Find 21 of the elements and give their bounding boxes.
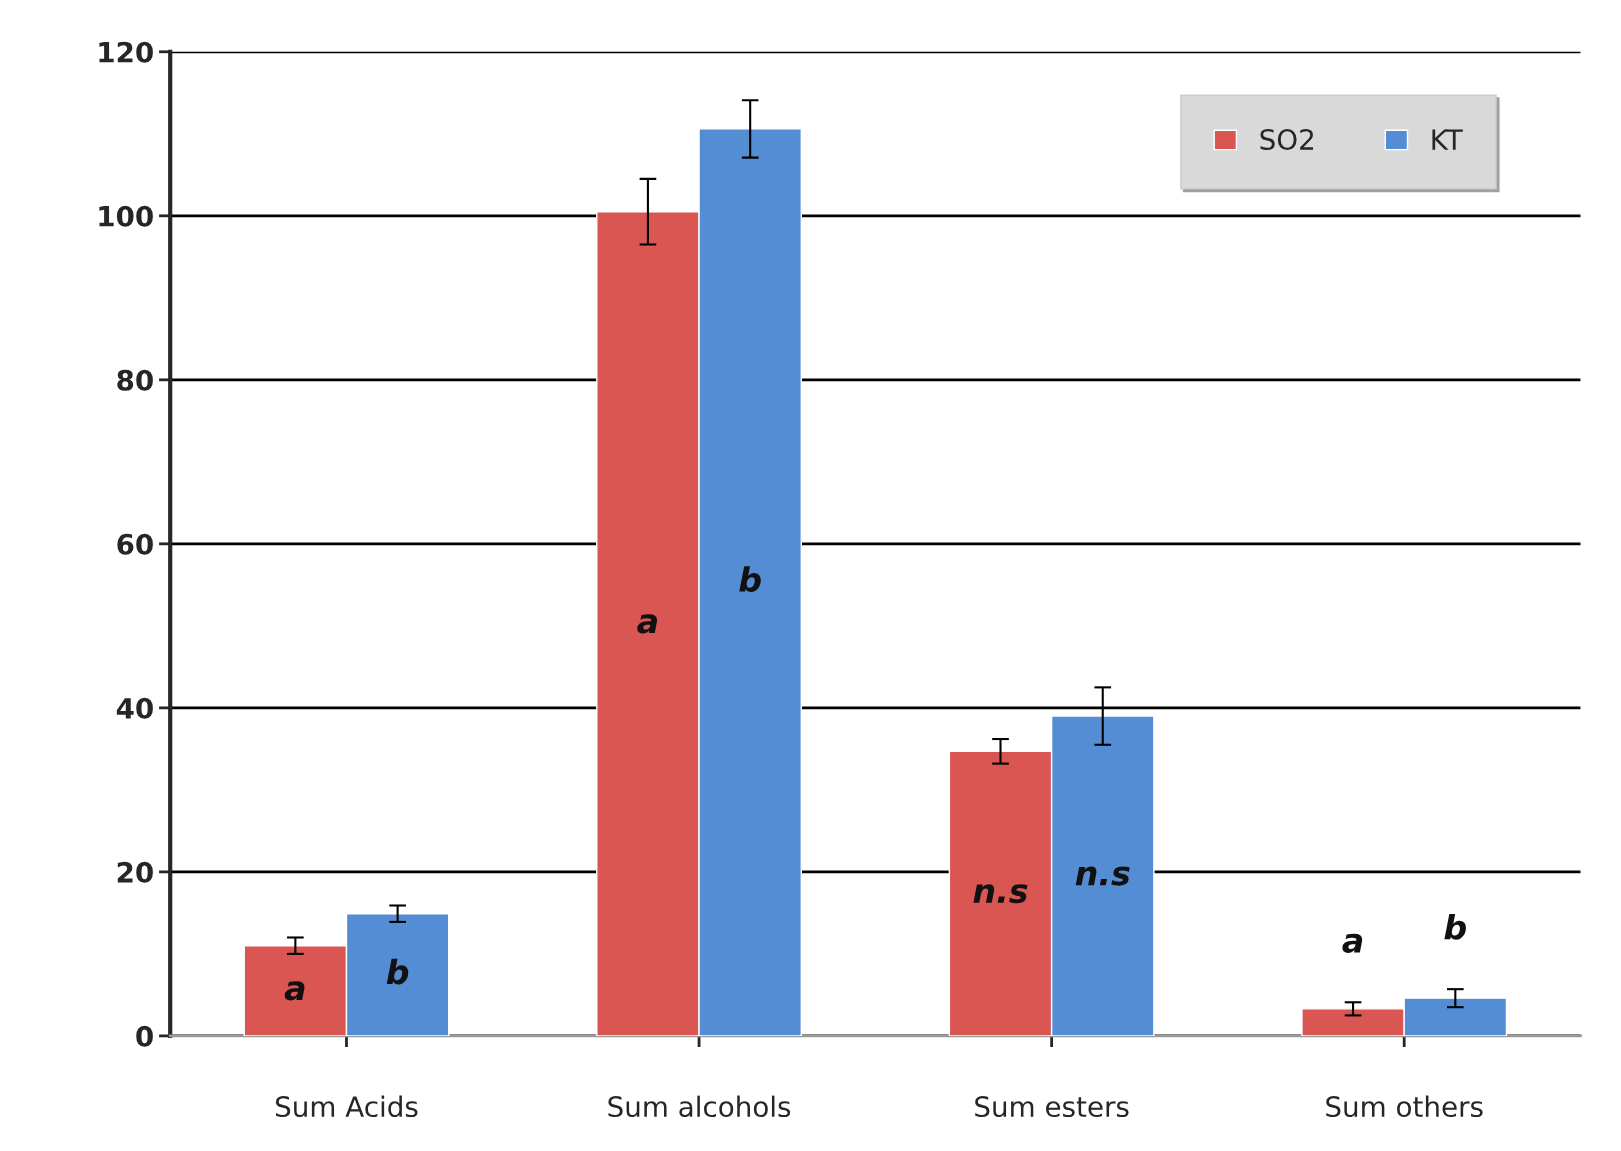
x-tick-label: Sum others <box>1326 1095 1483 1118</box>
data-label: b <box>386 958 409 985</box>
y-tick-label: 60 <box>117 533 153 555</box>
legend-label: KT <box>1432 129 1463 150</box>
data-label: b <box>739 566 761 593</box>
x-tick-label: Sum alcohols <box>608 1095 791 1118</box>
y-tick-label: 40 <box>116 697 153 719</box>
data-label: a <box>1342 933 1363 953</box>
y-tick-label: 120 <box>99 41 153 63</box>
y-tick-label: 20 <box>117 861 153 883</box>
data-label: n.s <box>973 884 1028 904</box>
data-label: n.s <box>1075 866 1130 886</box>
y-tick-label: 100 <box>99 205 153 227</box>
y-tick-label: 0 <box>136 1025 153 1047</box>
data-label: b <box>1444 913 1466 940</box>
y-tick-label: 80 <box>117 369 153 391</box>
x-tick-label: Sum esters <box>975 1096 1129 1118</box>
data-label: a <box>284 981 305 1001</box>
data-label: a <box>637 614 658 634</box>
legend-label: SO2 <box>1260 129 1314 151</box>
x-tick-label: Sum Acids <box>275 1095 418 1118</box>
